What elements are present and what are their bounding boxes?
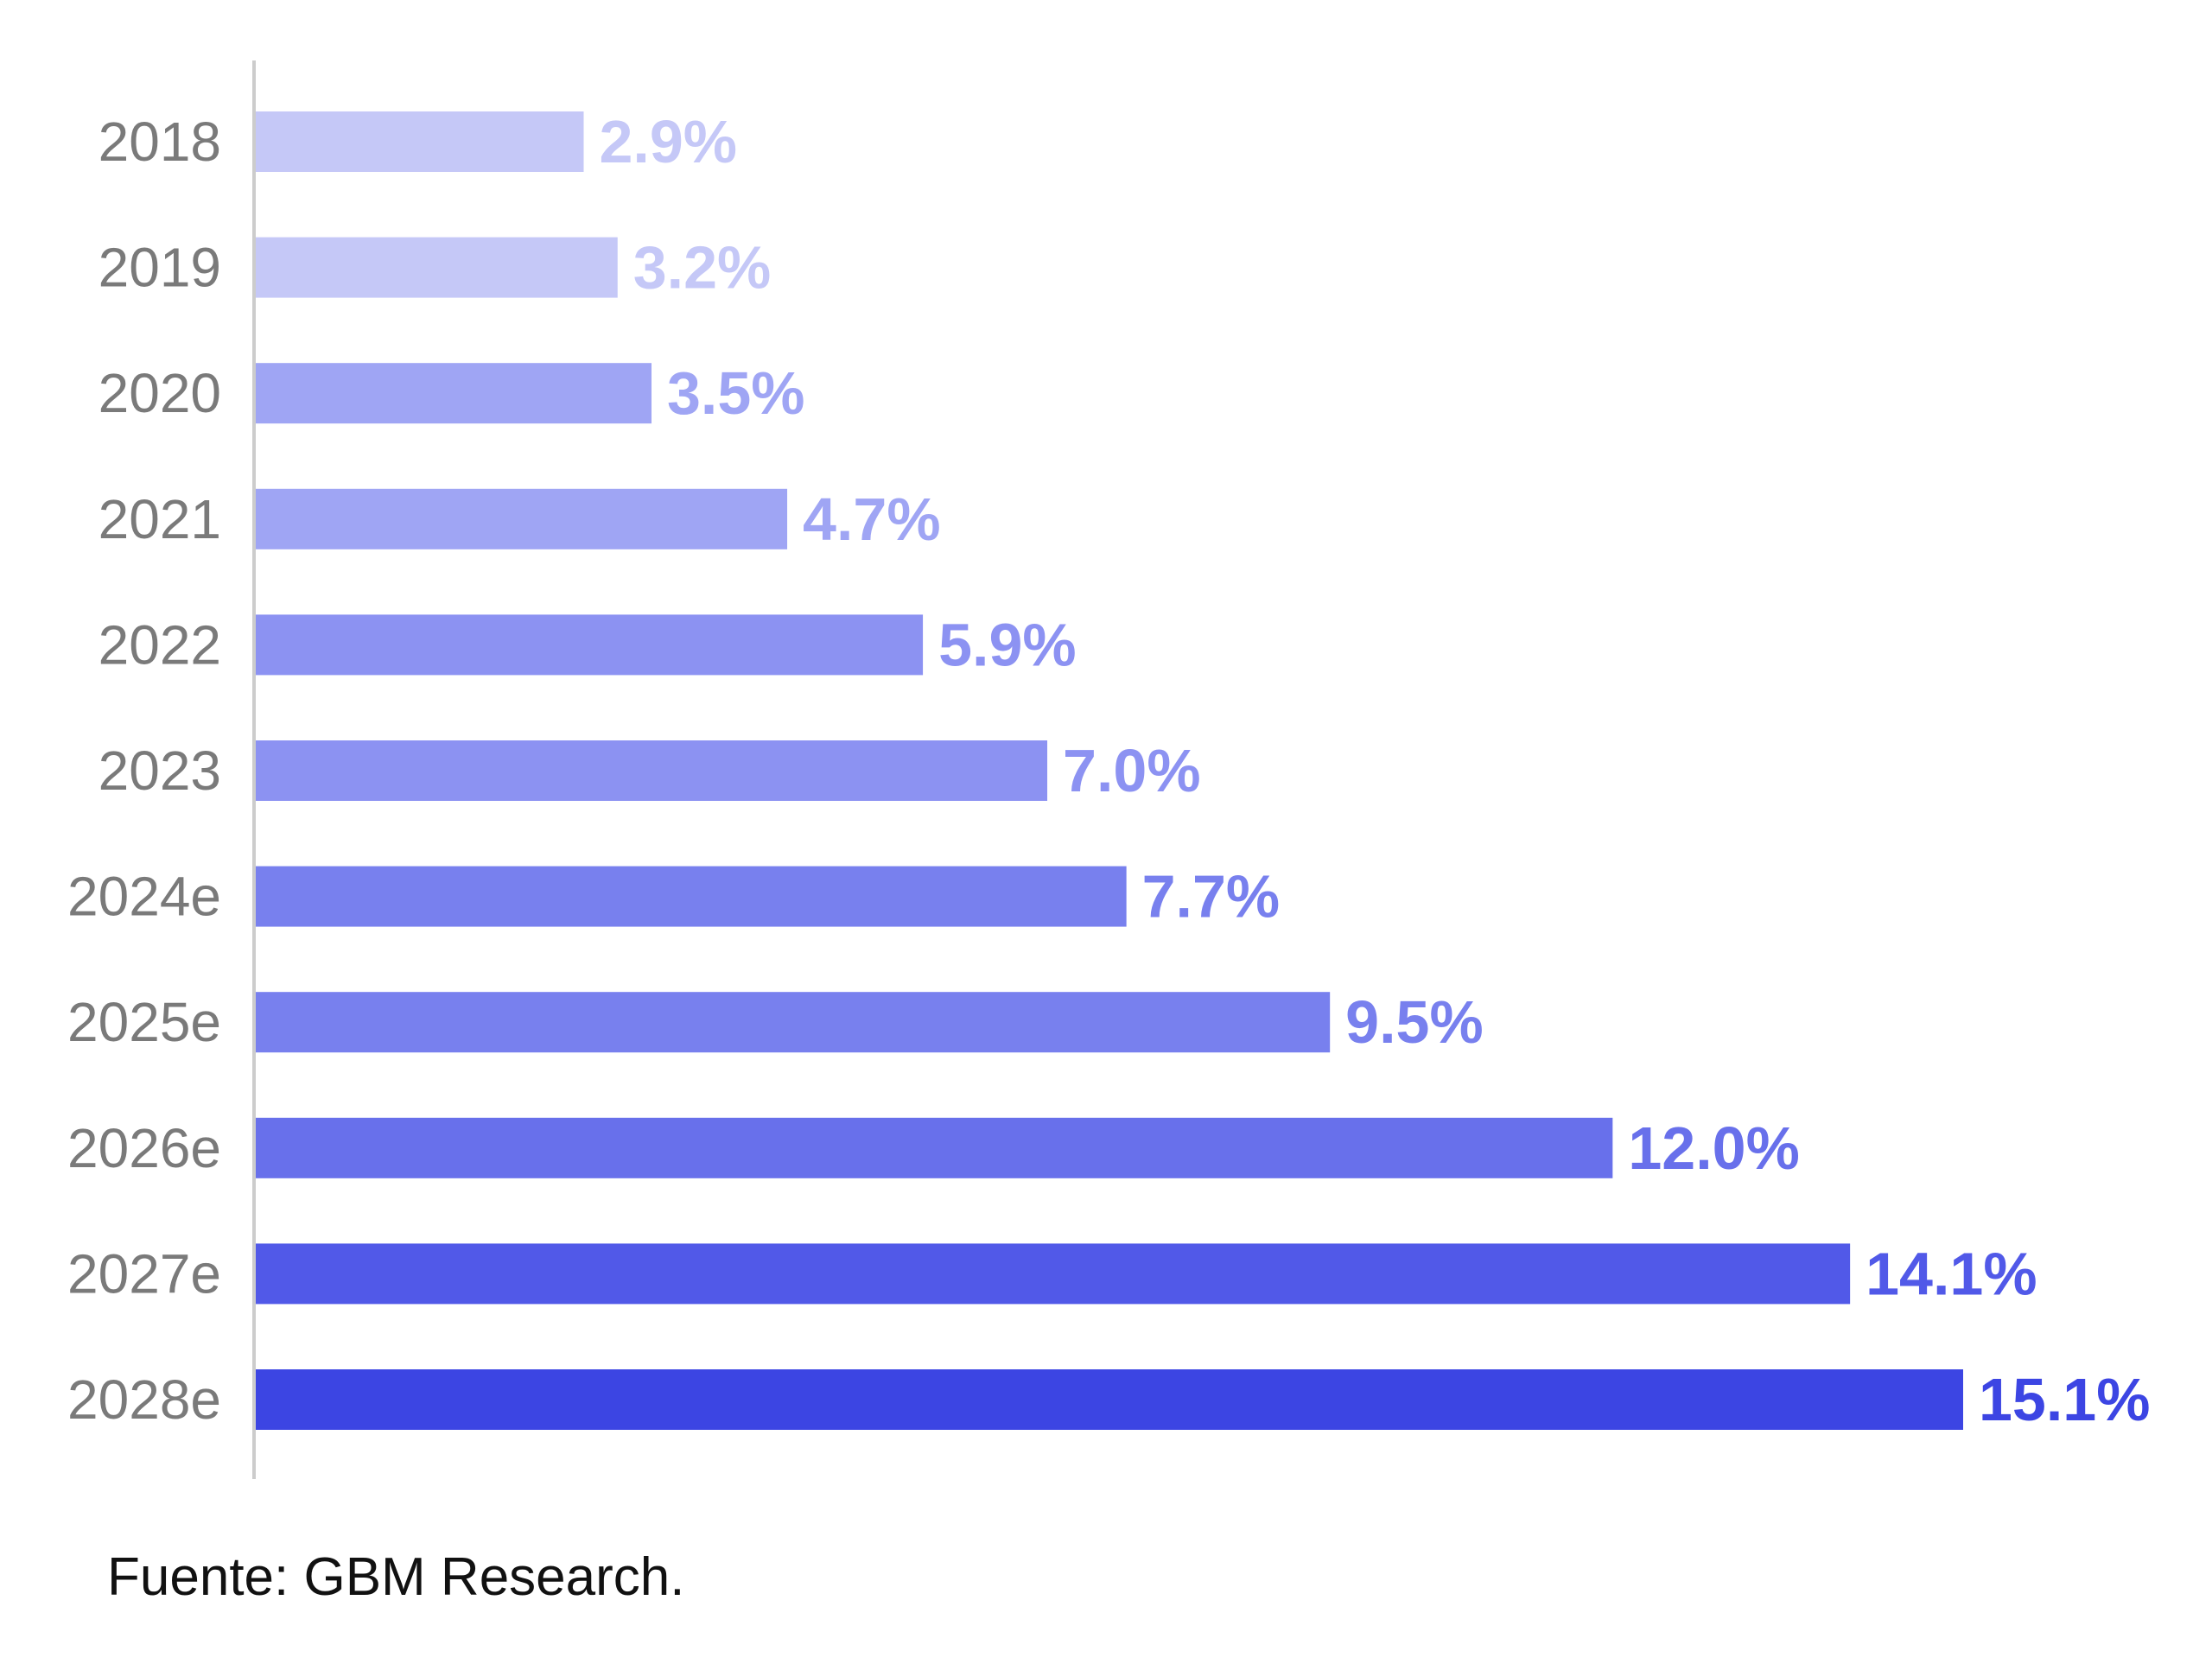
category-label-2026e: 2026e: [67, 1117, 221, 1179]
bar-2018: [256, 111, 584, 172]
bar-2019: [256, 237, 618, 298]
bar-2024e: [256, 866, 1127, 927]
category-label-2025e: 2025e: [67, 991, 221, 1053]
bar-2020: [256, 363, 652, 424]
value-label-2024e: 7.7%: [1142, 863, 1281, 930]
bar-2025e: [256, 992, 1331, 1053]
value-label-2022: 5.9%: [938, 611, 1077, 678]
value-label-2025e: 9.5%: [1345, 988, 1484, 1056]
category-label-2023: 2023: [99, 740, 221, 802]
value-label-2018: 2.9%: [599, 108, 737, 175]
bar-2023: [256, 740, 1048, 801]
bar-2028e: [256, 1369, 1963, 1430]
bar-2026e: [256, 1117, 1613, 1178]
category-label-2020: 2020: [99, 362, 221, 424]
value-label-2026e: 12.0%: [1628, 1114, 1799, 1182]
source-note: Fuente: GBM Research.: [107, 1547, 685, 1607]
bar-2027e: [256, 1243, 1851, 1305]
bars-group: 2018 2.9% 2019 3.2% 2020 3.5% 2021 4.7% 2022 5.9%…: [67, 108, 2150, 1433]
bar-2021: [256, 488, 788, 549]
category-label-2021: 2021: [99, 488, 221, 550]
value-label-2028e: 15.1%: [1979, 1366, 2150, 1433]
value-label-2023: 7.0%: [1063, 737, 1201, 804]
category-label-2028e: 2028e: [67, 1368, 221, 1431]
category-label-2022: 2022: [99, 613, 221, 676]
bar-2022: [256, 614, 924, 676]
value-label-2021: 4.7%: [803, 486, 941, 553]
value-label-2019: 3.2%: [633, 234, 772, 302]
category-label-2024e: 2024e: [67, 866, 221, 928]
category-label-2027e: 2027e: [67, 1242, 221, 1305]
value-label-2027e: 14.1%: [1866, 1240, 2037, 1307]
value-label-2020: 3.5%: [667, 359, 805, 427]
category-label-2019: 2019: [99, 237, 221, 299]
category-label-2018: 2018: [99, 111, 221, 173]
